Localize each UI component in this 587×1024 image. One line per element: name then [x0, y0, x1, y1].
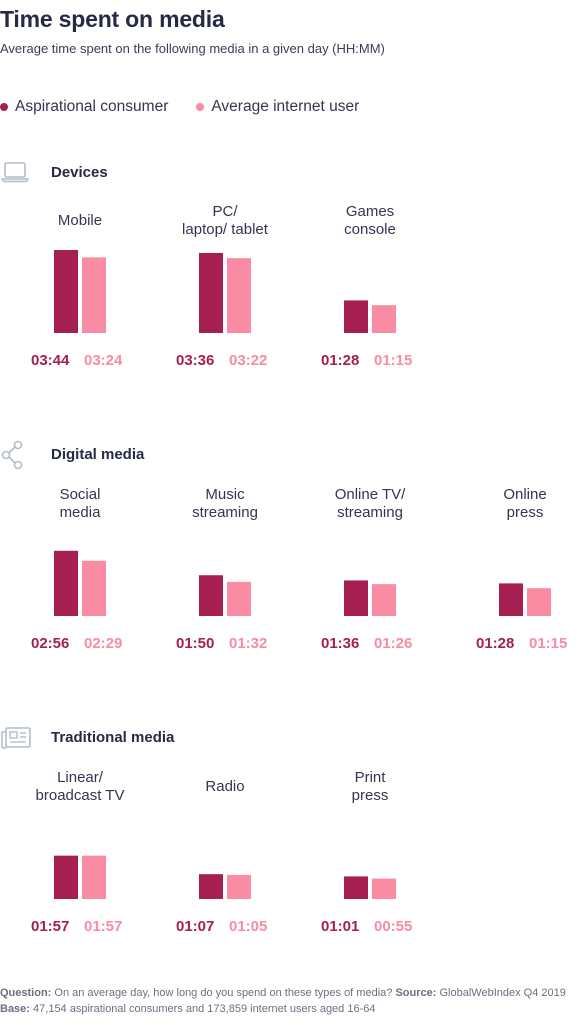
value-label-average: 01:15	[374, 352, 413, 369]
category-label: Mobile	[57, 212, 103, 229]
page-title: Time spent on media	[0, 6, 225, 32]
section-label-traditional-media: Traditional media	[51, 729, 175, 746]
value-label-average: 01:32	[229, 635, 268, 652]
section-label-digital-media: Digital media	[51, 446, 145, 463]
legend: Aspirational consumer Average internet u…	[0, 98, 387, 116]
bar-group-linear-broadcast-tv: Linear/broadcast TV 01:57 01:57	[5, 761, 155, 941]
category-label: Online TV/streaming	[334, 486, 406, 521]
bar-group-print-press: Print press 01:01 00:55	[295, 761, 445, 941]
section-devices: Devices	[0, 158, 400, 188]
section-digital-media: Digital media	[0, 440, 400, 470]
bar-average-online-press	[527, 588, 551, 616]
bar-aspirational-print-press	[344, 876, 368, 899]
value-label-average: 02:29	[84, 635, 123, 652]
value-label-aspirational: 02:56	[31, 635, 70, 652]
section-label-devices: Devices	[51, 164, 108, 181]
question-label: Question:	[0, 987, 52, 999]
category-label: Linear/broadcast TV	[35, 769, 125, 804]
bars-linear-broadcast-tv	[54, 855, 106, 899]
bar-aspirational-games-console	[344, 300, 368, 333]
value-label-aspirational: 01:36	[321, 635, 360, 652]
bar-aspirational-online-tv-streaming	[344, 580, 368, 616]
legend-item-aspirational: Aspirational consumer	[0, 98, 168, 116]
bar-aspirational-linear-broadcast-tv	[54, 855, 78, 899]
bar-average-music-streaming	[227, 581, 251, 616]
section-traditional-media: Traditional media	[0, 723, 400, 753]
value-label-aspirational: 01:07	[176, 918, 215, 935]
category-label: Social media	[59, 486, 101, 521]
value-label-aspirational: 01:28	[476, 635, 515, 652]
bars-music-streaming	[199, 575, 251, 616]
legend-dot-average	[196, 103, 205, 111]
value-label-aspirational: 01:28	[321, 352, 360, 369]
category-label: Music streaming	[192, 486, 258, 521]
legend-item-average: Average internet user	[196, 98, 359, 116]
bar-average-linear-broadcast-tv	[82, 855, 106, 899]
bar-group-mobile: Mobile 03:44 03:24	[5, 195, 155, 375]
category-label: Radio	[205, 778, 245, 795]
bar-aspirational-radio	[199, 874, 223, 899]
bars-pc-laptop-tablet	[199, 252, 251, 333]
value-label-average: 03:22	[229, 352, 268, 369]
bar-average-games-console	[372, 305, 396, 333]
bar-group-online-press: Online press 01:28 01:15	[450, 478, 587, 658]
value-label-average: 01:57	[84, 918, 123, 935]
bar-average-mobile	[82, 257, 106, 333]
value-label-aspirational: 01:01	[321, 918, 360, 935]
bar-group-games-console: Games console 01:28 01:15	[295, 195, 445, 375]
bar-aspirational-music-streaming	[199, 575, 223, 616]
bar-group-social-media: Social media 02:56 02:29	[5, 478, 155, 658]
bars-print-press	[344, 876, 396, 899]
bars-social-media	[54, 550, 106, 616]
bars-online-tv-streaming	[344, 580, 396, 616]
category-label: Online press	[503, 486, 547, 521]
bar-group-music-streaming: Music streaming 01:50 01:32	[150, 478, 300, 658]
source-text: GlobalWebIndex Q4 2019	[439, 987, 566, 999]
category-label: Games console	[344, 203, 396, 238]
bars-online-press	[499, 583, 551, 616]
share-icon	[1, 440, 23, 470]
footer-note: Question: On an average day, how long do…	[0, 985, 580, 1017]
bar-aspirational-social-media	[54, 550, 78, 616]
bar-average-online-tv-streaming	[372, 584, 396, 616]
page-subtitle: Average time spent on the following medi…	[0, 41, 385, 56]
question-text: On an average day, how long do you spend…	[54, 987, 393, 999]
bar-average-radio	[227, 874, 251, 899]
base-label: Base:	[0, 1003, 30, 1015]
value-label-average: 03:24	[84, 352, 123, 369]
bar-average-social-media	[82, 560, 106, 616]
bars-radio	[199, 874, 251, 899]
bar-group-pc-laptop-tablet: PC/laptop/ tablet 03:36 03:22	[150, 195, 300, 375]
bar-aspirational-online-press	[499, 583, 523, 616]
bar-average-pc-laptop-tablet	[227, 258, 251, 333]
newspaper-icon	[0, 727, 31, 750]
legend-label-aspirational: Aspirational consumer	[15, 98, 169, 115]
value-label-aspirational: 01:57	[31, 918, 70, 935]
bars-mobile	[54, 250, 106, 333]
bar-group-radio: Radio 01:07 01:05	[150, 761, 300, 941]
category-label: Print press	[351, 769, 389, 804]
bar-average-print-press	[372, 878, 396, 899]
value-label-aspirational: 01:50	[176, 635, 215, 652]
laptop-icon	[1, 162, 29, 183]
value-label-aspirational: 03:36	[176, 352, 215, 369]
source-label: Source:	[395, 987, 437, 999]
base-text: 47,154 aspirational consumers and 173,85…	[33, 1003, 376, 1015]
bar-aspirational-mobile	[54, 250, 78, 333]
bar-group-online-tv-streaming: Online TV/streaming 01:36 01:26	[295, 478, 445, 658]
legend-dot-aspirational	[0, 103, 8, 111]
value-label-average: 00:55	[374, 918, 413, 935]
value-label-aspirational: 03:44	[31, 352, 70, 369]
value-label-average: 01:15	[529, 635, 568, 652]
legend-label-average: Average internet user	[211, 98, 360, 115]
value-label-average: 01:05	[229, 918, 268, 935]
value-label-average: 01:26	[374, 635, 413, 652]
category-label: PC/laptop/ tablet	[182, 203, 268, 238]
bars-games-console	[344, 300, 396, 333]
bar-aspirational-pc-laptop-tablet	[199, 252, 223, 333]
